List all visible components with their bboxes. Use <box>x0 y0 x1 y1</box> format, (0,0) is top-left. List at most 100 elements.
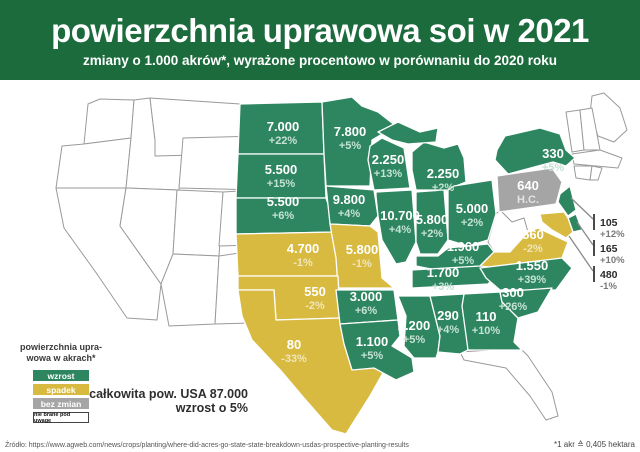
state-change-AR: +6% <box>355 305 378 317</box>
state-change-ND: +22% <box>269 135 298 147</box>
map-legend: powierzchnia upra- wowa w akrach* wzrost… <box>18 342 104 425</box>
callout-change-NJ: +12% <box>600 229 625 240</box>
state-value-OK: 550 <box>304 284 326 299</box>
state-MI <box>377 121 439 145</box>
callout-value-MD: 480 <box>600 269 618 281</box>
total-summary: całkowita pow. USA 87.000 wzrost o 5% <box>40 387 248 416</box>
page-subtitle: zmiany o 1.000 akrów*, wyrażone procento… <box>82 53 558 69</box>
state-value-MI: 2.250 <box>427 166 460 181</box>
state-shapes-group <box>55 92 628 435</box>
state-value-IA: 9.800 <box>333 192 366 207</box>
state-MD <box>539 211 574 239</box>
state-MO <box>329 223 395 289</box>
state-value-OH: 5.000 <box>456 201 489 216</box>
state-IA <box>325 185 379 227</box>
leader-line-DE <box>576 221 594 246</box>
state-change-KS: -1% <box>293 257 313 269</box>
state-WA <box>83 98 135 145</box>
state-change-MN: +5% <box>339 140 362 152</box>
state-value-WI: 2.250 <box>372 152 405 167</box>
page-title: powierzchnia uprawowa soi w 2021 <box>51 11 589 49</box>
state-value-TN: 1.700 <box>427 265 460 280</box>
callout-value-NJ: 105 <box>600 217 618 229</box>
callout-leader-lines-group <box>568 197 595 282</box>
legend-swatch-increase: wzrost <box>33 370 89 382</box>
legend-swatch-decrease: spadek <box>33 384 89 396</box>
state-value-AR: 3.000 <box>350 289 383 304</box>
state-value-MN: 7.800 <box>334 124 367 139</box>
state-change-LA: +5% <box>361 350 384 362</box>
state-change-IA: +4% <box>338 208 361 220</box>
state-change-IL: +4% <box>389 224 412 236</box>
state-RI <box>589 165 603 181</box>
leader-line-NJ <box>570 197 594 220</box>
state-change-IN: +2% <box>421 228 444 240</box>
state-IL <box>375 189 417 265</box>
state-change-NE: +6% <box>272 210 295 222</box>
state-value-VA: 560 <box>522 227 544 242</box>
state-PA <box>496 167 563 213</box>
state-WI <box>367 137 411 191</box>
state-change-MS: +5% <box>403 334 426 346</box>
state-change-OK: -2% <box>305 300 325 312</box>
leader-line-MD <box>568 235 594 272</box>
state-OH <box>447 179 497 247</box>
state-value-NY: 330 <box>542 146 564 161</box>
state-change-VA: -2% <box>523 243 543 255</box>
state-NY <box>494 127 576 175</box>
state-UT <box>172 189 224 257</box>
state-FL <box>459 347 559 421</box>
state-change-WI: +13% <box>374 168 403 180</box>
source-credit: Źródło: https://www.agweb.com/news/crops… <box>5 442 409 449</box>
state-change-TX: -33% <box>281 353 307 365</box>
state-value-NE: 5.500 <box>267 194 300 209</box>
state-change-PA: H.C. <box>517 194 539 206</box>
legend-title-line1: powierzchnia upra- <box>19 342 102 352</box>
state-labels-group: 7.000+22%5.500+15%5.500+6%7.800+5%2.250+… <box>265 119 625 365</box>
state-value-TX: 80 <box>287 337 301 352</box>
state-change-SC: +26% <box>499 301 528 313</box>
state-change-TN: +3% <box>432 281 455 293</box>
unit-conversion-note: *1 akr ≙ 0,405 hektara <box>554 440 635 449</box>
total-summary-line1: całkowita pow. USA 87.000 <box>89 387 248 401</box>
state-change-MI: +2% <box>432 182 455 194</box>
state-value-ND: 7.000 <box>267 119 300 134</box>
callout-change-MD: -1% <box>600 281 617 292</box>
state-LA <box>339 319 415 381</box>
header-banner: powierzchnia uprawowa soi w 2021 zmiany … <box>0 0 640 80</box>
legend-title-line2: wowa w akrach* <box>26 352 96 363</box>
state-CT <box>573 165 593 181</box>
state-change-NC: +39% <box>518 274 547 286</box>
state-IN <box>415 189 449 255</box>
state-change-GA: +10% <box>472 325 501 337</box>
legend-items: wzrost spadek bez zmian nie brane pod uwagę <box>18 369 104 425</box>
state-value-IN: 5.800 <box>416 212 449 227</box>
state-NC <box>479 257 573 291</box>
state-change-AL: +4% <box>437 324 460 336</box>
legend-swatch-excluded: nie brane pod uwagę <box>33 412 89 424</box>
state-MI <box>411 141 467 191</box>
state-NJ <box>557 185 577 217</box>
state-change-SD: +15% <box>267 178 296 190</box>
state-change-NY: +5% <box>542 162 565 174</box>
state-change-KY: +5% <box>452 255 475 267</box>
state-value-PA: 640 <box>517 178 539 193</box>
state-value-KS: 4.700 <box>287 241 320 256</box>
callout-value-DE: 165 <box>600 243 618 255</box>
state-value-NC: 1.550 <box>516 258 549 273</box>
state-value-AL: 290 <box>437 308 459 323</box>
state-value-KY: 1.960 <box>447 239 480 254</box>
state-value-SC: 300 <box>502 285 524 300</box>
legend-title: powierzchnia upra- wowa w akrach* <box>18 342 104 364</box>
state-value-LA: 1.100 <box>356 334 389 349</box>
state-value-GA: 110 <box>476 309 497 324</box>
total-summary-line2: wzrost o 5% <box>175 401 248 416</box>
state-OR <box>55 137 132 189</box>
state-MA <box>571 149 623 169</box>
state-value-IL: 10.700 <box>380 208 420 223</box>
callout-change-DE: +10% <box>600 255 625 266</box>
state-value-MO: 5.800 <box>346 242 379 257</box>
state-change-MO: -1% <box>352 258 372 270</box>
